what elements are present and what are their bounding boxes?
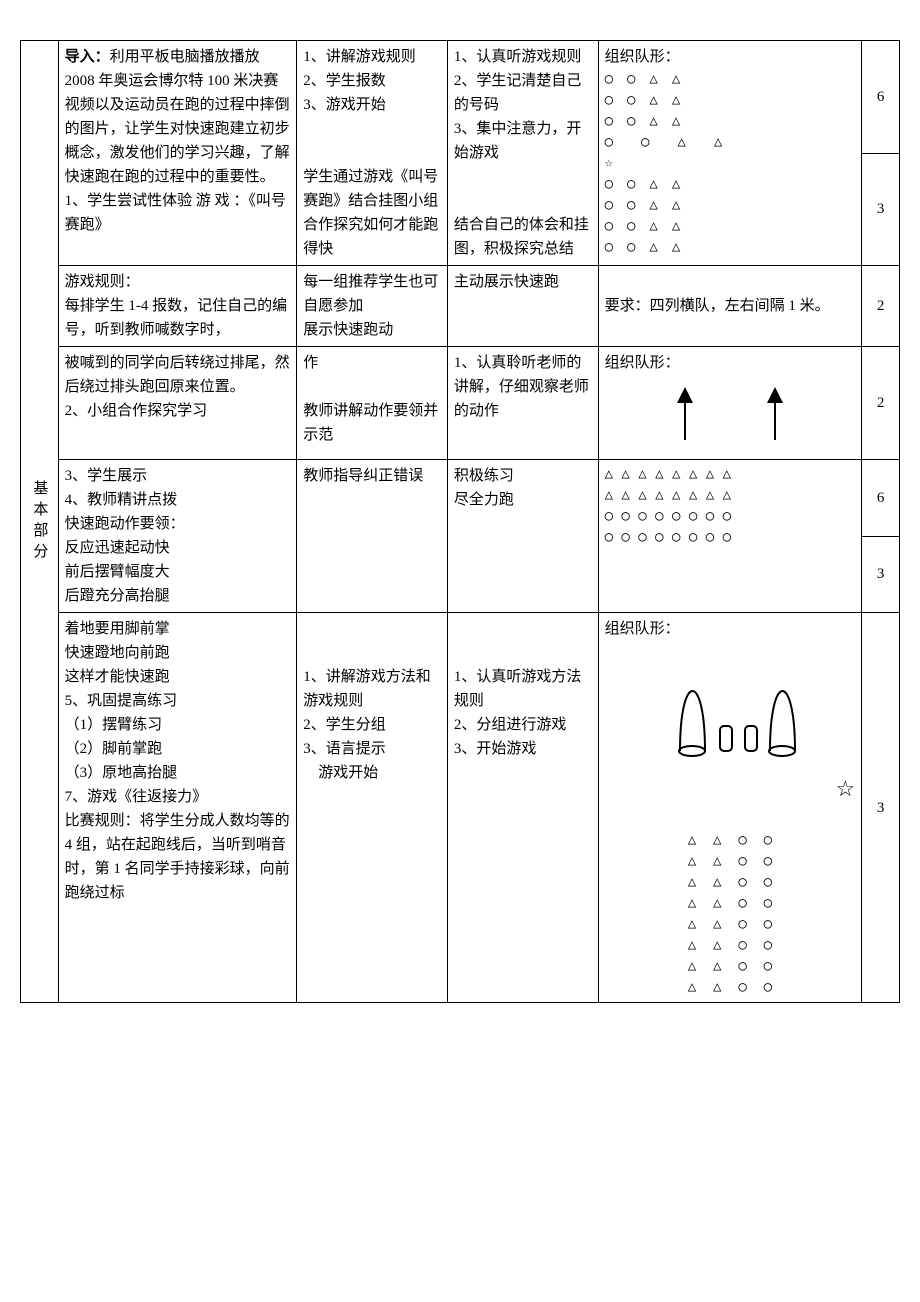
table-row: 游戏规则： 每排学生 1-4 报数，记住自己的编号，听到教师喊数字时， 每一组推… xyxy=(21,266,900,347)
formation1-diagram: ○ ○ △ △ ○ ○ △ △ ○ ○ △ △ ○ ○ △ △ ☆ ○ ○ △ … xyxy=(605,69,856,258)
relay-diagram: ☆ △ △ ○ ○ △ △ ○ ○ △ △ ○ ○ △ △ ○ ○ △ △ ○ … xyxy=(605,641,856,998)
student-line: 1、认真听游戏方法规则 xyxy=(454,669,582,709)
student-cell: 积极练习 尽全力跑 xyxy=(447,460,598,613)
student-line: 1、认真聆听老师的讲解，仔细观察老师的动作 xyxy=(454,355,589,419)
content-text: 游戏规则： xyxy=(65,274,140,290)
formation-label: 组织队形： xyxy=(605,355,680,371)
formation-label: 组织队形： xyxy=(605,621,680,637)
teacher-line: 3、游戏开始 xyxy=(303,97,386,113)
content-text: 1、学生尝试性体验 游 戏 ：《叫号赛跑》 xyxy=(65,193,286,233)
intro-label: 导入： xyxy=(65,49,110,65)
teacher-cell: 每一组推荐学生也可自愿参加 展示快速跑动 xyxy=(297,266,448,347)
student-cell: 1、认真听游戏规则 2、学生记清楚自己的号码 3、集中注意力，开始游戏 结合自己… xyxy=(447,41,598,266)
content-text: 快速蹬地向前跑 xyxy=(65,645,170,661)
content-text: （1）摆臂练习 xyxy=(65,717,163,733)
diagram-cell: 要求：四列横队，左右间隔 1 米。 xyxy=(598,266,862,347)
diagram-cell: △ △ △ △ △ △ △ △ △ △ △ △ △ △ △ △ ○ ○ ○ ○ … xyxy=(598,460,862,613)
student-line: 3、开始游戏 xyxy=(454,741,537,757)
time-cell: 2 xyxy=(862,266,900,347)
content-text: 3、学生展示 xyxy=(65,468,148,484)
teacher-cell: 1、讲解游戏规则 2、学生报数 3、游戏开始 学生通过游戏《叫号赛跑》结合挂图小… xyxy=(297,41,448,266)
arrows-diagram xyxy=(605,375,856,455)
requirement-text: 要求：四列横队，左右间隔 1 米。 xyxy=(605,298,830,314)
student-line: 1、认真听游戏规则 xyxy=(454,49,582,65)
content-text: 5、巩固提高练习 xyxy=(65,693,178,709)
student-cell: 主动展示快速跑 xyxy=(447,266,598,347)
teacher-line: 游戏开始 xyxy=(303,765,378,781)
star-icon: ☆ xyxy=(605,771,856,806)
time-cell: 6 xyxy=(862,460,900,537)
teacher-line: 2、学生报数 xyxy=(303,73,386,89)
content-text: 2、小组合作探究学习 xyxy=(65,403,208,419)
time-cell: 2 xyxy=(862,347,900,460)
content-text: 前后摆臂幅度大 xyxy=(65,564,170,580)
teacher-line: 教师指导纠正错误 xyxy=(303,468,423,484)
arrow-icon xyxy=(655,385,805,445)
table-row: 基本部分 导入：利用平板电脑播放播放 2008 年奥运会博尔特 100 米决赛视… xyxy=(21,41,900,154)
time-cell: 3 xyxy=(862,153,900,266)
content-text: 7、游戏《往返接力》 xyxy=(65,789,208,805)
diagram-cell: 组织队形： xyxy=(598,347,862,460)
teacher-line: 学生通过游戏《叫号赛跑》结合挂图小组合作探究如何才能跑得快 xyxy=(303,169,438,257)
content-cell: 被喊到的同学向后转绕过排尾，然后绕过排头跑回原来位置。 2、小组合作探究学习 xyxy=(58,347,297,460)
teacher-cell: 1、讲解游戏方法和游戏规则 2、学生分组 3、语言提示 游戏开始 xyxy=(297,613,448,1003)
table-row: 3、学生展示 4、教师精讲点拨 快速跑动作要领： 反应迅速起动快 前后摆臂幅度大… xyxy=(21,460,900,537)
teacher-line: 3、语言提示 xyxy=(303,741,386,757)
relay-columns: △ △ ○ ○ △ △ ○ ○ △ △ ○ ○ △ △ ○ ○ △ △ ○ ○ … xyxy=(605,830,856,998)
student-line: 主动展示快速跑 xyxy=(454,274,559,290)
table-row: 被喊到的同学向后转绕过排尾，然后绕过排头跑回原来位置。 2、小组合作探究学习 作… xyxy=(21,347,900,460)
student-cell: 1、认真听游戏方法规则 2、分组进行游戏 3、开始游戏 xyxy=(447,613,598,1003)
content-cell: 导入：利用平板电脑播放播放 2008 年奥运会博尔特 100 米决赛视频以及运动… xyxy=(58,41,297,266)
teacher-line: 2、学生分组 xyxy=(303,717,386,733)
content-text: 这样才能快速跑 xyxy=(65,669,170,685)
student-cell: 1、认真聆听老师的讲解，仔细观察老师的动作 xyxy=(447,347,598,460)
teacher-line: 作 xyxy=(303,355,318,371)
teacher-cell: 作 教师讲解动作要领并示范 xyxy=(297,347,448,460)
content-cell: 3、学生展示 4、教师精讲点拨 快速跑动作要领： 反应迅速起动快 前后摆臂幅度大… xyxy=(58,460,297,613)
table-row: 着地要用脚前掌 快速蹬地向前跑 这样才能快速跑 5、巩固提高练习 （1）摆臂练习… xyxy=(21,613,900,1003)
content-text: 反应迅速起动快 xyxy=(65,540,170,556)
formation-label: 组织队形： xyxy=(605,49,680,65)
time-cell: 3 xyxy=(862,536,900,613)
content-text: 4、教师精讲点拨 xyxy=(65,492,178,508)
student-line: 结合自己的体会和挂图，积极探究总结 xyxy=(454,217,589,257)
content-text: 着地要用脚前掌 xyxy=(65,621,170,637)
diagram-cell: 组织队形： ○ ○ △ △ ○ ○ △ △ ○ ○ △ △ ○ ○ △ △ ☆ … xyxy=(598,41,862,266)
relay-cones-icon xyxy=(635,641,825,771)
section-label: 基本部分 xyxy=(21,41,59,1003)
content-text: 比赛规则：将学生分成人数均等的 4 组，站在起跑线后，当听到哨音时，第 1 名同… xyxy=(65,813,290,901)
teacher-line: 展示快速跑动 xyxy=(303,322,393,338)
content-text: 被喊到的同学向后转绕过排尾，然后绕过排头跑回原来位置。 xyxy=(65,355,290,395)
content-cell: 游戏规则： 每排学生 1-4 报数，记住自己的编号，听到教师喊数字时， xyxy=(58,266,297,347)
student-line: 积极练习 xyxy=(454,468,514,484)
content-text: 后蹬充分高抬腿 xyxy=(65,588,170,604)
time-cell: 3 xyxy=(862,613,900,1003)
teacher-cell: 教师指导纠正错误 xyxy=(297,460,448,613)
content-text: 快速跑动作要领： xyxy=(65,516,185,532)
student-line: 3、集中注意力，开始游戏 xyxy=(454,121,582,161)
content-cell: 着地要用脚前掌 快速蹬地向前跑 这样才能快速跑 5、巩固提高练习 （1）摆臂练习… xyxy=(58,613,297,1003)
symbols4x8-diagram: △ △ △ △ △ △ △ △ △ △ △ △ △ △ △ △ ○ ○ ○ ○ … xyxy=(605,464,856,548)
lesson-plan-table: 基本部分 导入：利用平板电脑播放播放 2008 年奥运会博尔特 100 米决赛视… xyxy=(20,40,900,1003)
time-cell: 6 xyxy=(862,41,900,154)
content-text: （3）原地高抬腿 xyxy=(65,765,178,781)
student-line: 尽全力跑 xyxy=(454,492,514,508)
teacher-line: 教师讲解动作要领并示范 xyxy=(303,403,438,443)
content-text: （2）脚前掌跑 xyxy=(65,741,163,757)
diagram-cell: 组织队形： ☆ △ △ ○ ○ △ △ ○ ○ △ △ ○ ○ △ △ ○ xyxy=(598,613,862,1003)
content-text: 每排学生 1-4 报数，记住自己的编号，听到教师喊数字时， xyxy=(65,298,288,338)
teacher-line: 1、讲解游戏方法和游戏规则 xyxy=(303,669,431,709)
teacher-line: 每一组推荐学生也可自愿参加 xyxy=(303,274,438,314)
student-line: 2、分组进行游戏 xyxy=(454,717,567,733)
teacher-line: 1、讲解游戏规则 xyxy=(303,49,416,65)
intro-text: 利用平板电脑播放播放 2008 年奥运会博尔特 100 米决赛视频以及运动员在跑… xyxy=(65,49,290,185)
student-line: 2、学生记清楚自己的号码 xyxy=(454,73,582,113)
